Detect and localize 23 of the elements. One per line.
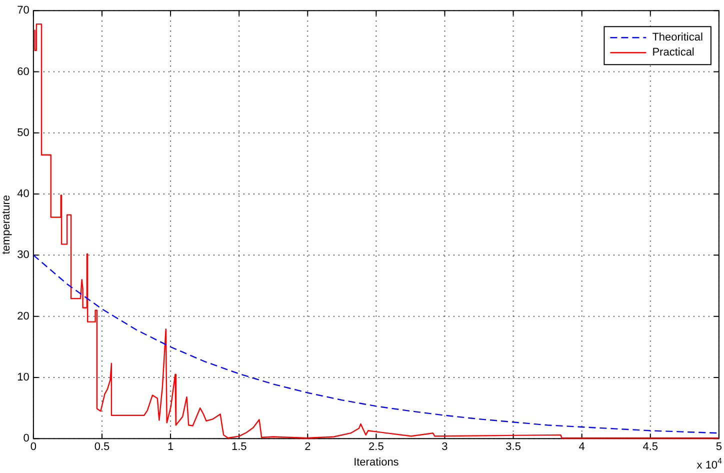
- legend-label: Theoritical: [652, 32, 703, 44]
- x-tick-label: 1.5: [231, 441, 247, 454]
- x-tick-label: 3: [442, 441, 448, 454]
- x-tick-label: 2: [304, 441, 311, 454]
- y-tick-label: 30: [17, 249, 30, 262]
- line-series: [33, 254, 719, 434]
- y-tick-label: 10: [17, 371, 30, 384]
- x-tick-label: 2.5: [368, 441, 384, 454]
- x-tick-label: 3.5: [506, 441, 521, 454]
- x-tick-label: 4: [578, 441, 585, 454]
- y-tick-label: 40: [17, 188, 30, 200]
- y-tick-label: 60: [17, 66, 30, 78]
- x-tick-label: 4.5: [642, 441, 658, 454]
- x-tick-label: 1: [167, 441, 174, 454]
- x-tick-label: 0.5: [94, 441, 110, 454]
- y-tick-label: 50: [17, 126, 30, 139]
- legend-label: Practical: [652, 46, 694, 59]
- y-tick-label: 0: [23, 432, 30, 445]
- x-axis-title: Iterations: [354, 456, 400, 468]
- y-axis-title: temperature: [0, 194, 13, 254]
- y-tick-label: 70: [17, 4, 30, 17]
- x-tick-label: 5: [716, 441, 722, 454]
- y-tick-label: 20: [17, 310, 30, 322]
